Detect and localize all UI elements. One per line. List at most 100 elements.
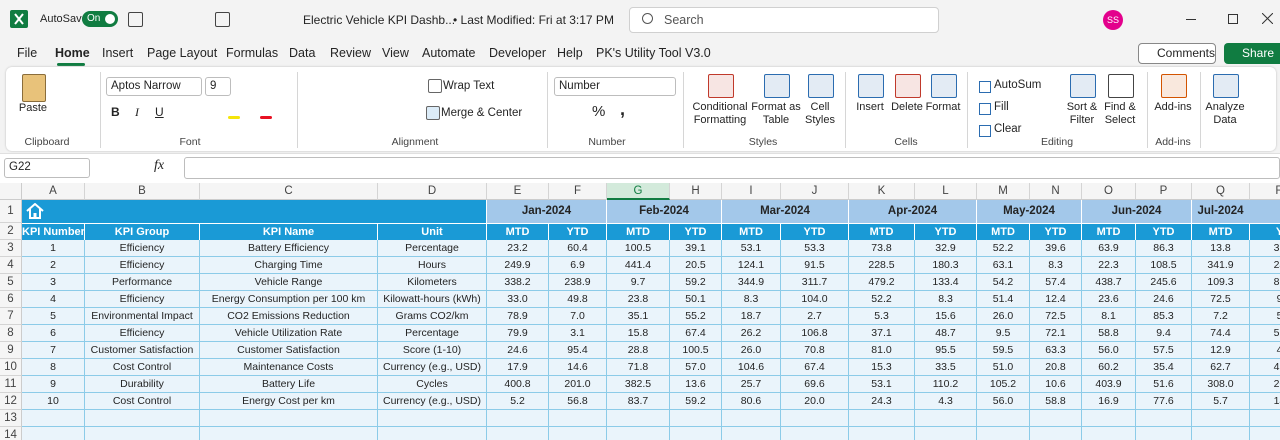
data-cell: 57.4	[1030, 274, 1082, 291]
data-cell: Battery Efficiency	[200, 240, 378, 257]
button-label[interactable]: Add-ins	[1154, 101, 1192, 113]
tab[interactable]: Formulas	[226, 46, 279, 60]
home-icon[interactable]	[26, 202, 44, 219]
data-cell: Efficiency	[85, 325, 200, 342]
button-label[interactable]: Filter	[1069, 114, 1095, 126]
button-icon[interactable]	[808, 74, 834, 98]
data-cell: 5	[22, 308, 85, 325]
button-icon[interactable]	[858, 74, 884, 98]
merge-icon[interactable]	[426, 106, 440, 120]
empty-cell	[722, 410, 781, 427]
close[interactable]	[1262, 13, 1273, 24]
small-button[interactable]: Clear	[994, 123, 1022, 135]
minimize[interactable]	[1186, 19, 1196, 20]
paste-label[interactable]: Paste	[18, 102, 48, 114]
data-cell: 20.8	[1030, 359, 1082, 376]
formula-input[interactable]	[184, 157, 1280, 179]
button-icon[interactable]	[1213, 74, 1239, 98]
fill-color[interactable]	[228, 116, 240, 119]
button-icon[interactable]	[764, 74, 790, 98]
tab[interactable]: Data	[289, 46, 316, 60]
tab[interactable]: PK's Utility Tool V3.0	[596, 46, 711, 60]
italic-button[interactable]: I	[135, 105, 139, 119]
font-size[interactable]: 9	[205, 77, 231, 96]
fx-button[interactable]: fx	[154, 158, 165, 173]
button-icon[interactable]	[931, 74, 957, 98]
button-label[interactable]: Select	[1104, 114, 1136, 126]
button-label[interactable]: Styles	[805, 114, 835, 126]
empty-cell	[549, 410, 607, 427]
save-icon[interactable]	[128, 12, 143, 27]
borders-icon[interactable]	[215, 12, 230, 27]
small-icon[interactable]	[979, 125, 991, 137]
column-header: Q	[1192, 183, 1250, 200]
button-icon[interactable]	[1108, 74, 1134, 98]
tab[interactable]: Home	[55, 46, 90, 60]
wrap-text[interactable]: Wrap Text	[443, 80, 495, 92]
button-label[interactable]: Format as	[751, 101, 801, 113]
button-label[interactable]: Data	[1213, 114, 1237, 126]
data-cell: 180.3	[915, 257, 977, 274]
percent-button[interactable]: %	[592, 103, 606, 120]
font-name[interactable]: Aptos Narrow	[106, 77, 202, 96]
small-icon[interactable]	[979, 103, 991, 115]
tab[interactable]: Help	[557, 46, 583, 60]
wrap-icon[interactable]	[428, 79, 442, 93]
comma-button[interactable]: ,	[620, 99, 626, 119]
tab[interactable]: Developer	[489, 46, 546, 60]
search-box[interactable]: Search	[629, 7, 939, 33]
underline-button[interactable]: U	[155, 105, 164, 119]
row-header: 3	[0, 240, 22, 257]
data-cell: 15.6	[915, 308, 977, 325]
small-button[interactable]: AutoSum	[994, 79, 1042, 91]
merge-center[interactable]: Merge & Center	[441, 107, 523, 119]
tab[interactable]: Automate	[422, 46, 476, 60]
tab[interactable]: Review	[330, 46, 371, 60]
autosave-toggle[interactable]: On	[82, 11, 118, 27]
data-cell: Cycles	[378, 376, 487, 393]
bold-button[interactable]: B	[111, 105, 120, 119]
data-cell: 50.1	[670, 291, 722, 308]
restore[interactable]	[1228, 14, 1238, 24]
number-format[interactable]: Number	[554, 77, 676, 96]
button-label[interactable]: Delete	[891, 101, 923, 113]
data-cell: 100.5	[607, 240, 670, 257]
button-label[interactable]: Analyze	[1205, 101, 1245, 113]
button-label[interactable]: Formatting	[693, 114, 747, 126]
tab[interactable]: Page Layout	[147, 46, 218, 60]
last-modified[interactable]: • Last Modified: Fri at 3:17 PM	[453, 13, 614, 27]
paste-icon[interactable]	[22, 74, 46, 102]
user-avatar[interactable]: SS	[1103, 10, 1123, 30]
column-title: MTD	[607, 223, 670, 240]
tab[interactable]: Insert	[102, 46, 134, 60]
button-label[interactable]: Insert	[856, 101, 884, 113]
name-box[interactable]: G22	[4, 158, 90, 178]
button-label[interactable]: Find &	[1104, 101, 1136, 113]
button-icon[interactable]	[1070, 74, 1096, 98]
button-label[interactable]: Table	[762, 114, 790, 126]
data-cell: 9	[22, 376, 85, 393]
data-cell: 8	[22, 359, 85, 376]
button-icon[interactable]	[895, 74, 921, 98]
empty-cell	[549, 427, 607, 440]
column-header: I	[722, 183, 781, 200]
column-title: MTD	[722, 223, 781, 240]
button-icon[interactable]	[708, 74, 734, 98]
button-label[interactable]: Format	[925, 101, 961, 113]
comments-button[interactable]: Comments	[1138, 43, 1216, 64]
data-cell: 8.3	[1030, 257, 1082, 274]
data-cell: 73.8	[849, 240, 915, 257]
button-label[interactable]: Conditional	[692, 101, 748, 113]
data-cell: 72.5	[1192, 291, 1250, 308]
tab[interactable]: View	[382, 46, 409, 60]
button-icon[interactable]	[1161, 74, 1187, 98]
share-button[interactable]: Share	[1224, 43, 1280, 64]
small-icon[interactable]	[979, 81, 991, 93]
tab[interactable]: File	[17, 46, 38, 60]
button-label[interactable]: Sort &	[1066, 101, 1098, 113]
data-cell: 9.7	[607, 274, 670, 291]
button-label[interactable]: Cell	[810, 101, 830, 113]
font-color[interactable]	[260, 116, 272, 119]
small-button[interactable]: Fill	[994, 101, 1009, 113]
